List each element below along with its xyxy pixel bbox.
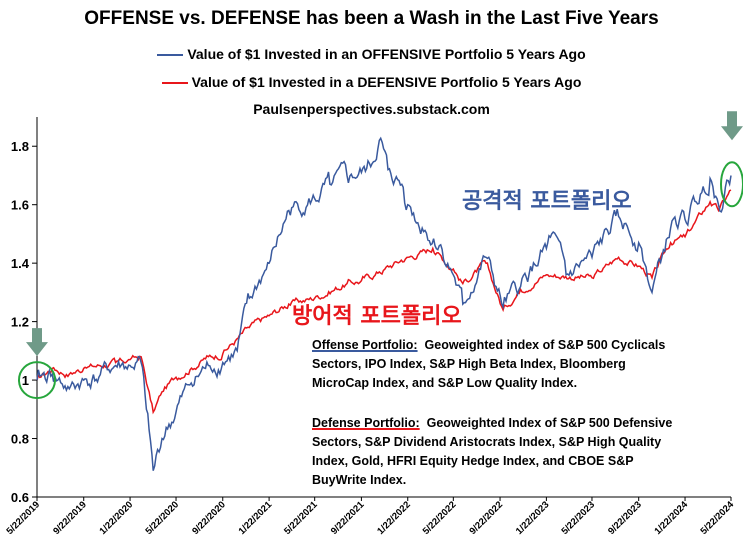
x-tick-label: 9/22/2020 [190,499,228,537]
x-tick-label: 1/22/2021 [237,499,275,537]
x-tick-label: 1/22/2020 [98,499,136,537]
offense-note-line-3: MicroCap Index, and S&P Low Quality Inde… [312,376,578,390]
start-down-arrow-icon [26,328,48,357]
x-tick-label: 9/22/2022 [468,499,506,537]
defense-korean-label: 방어적 포트폴리오 [292,304,462,329]
x-tick-label: 1/22/2022 [375,499,413,537]
offense-note-heading: Offense Portfolio: [312,338,418,352]
x-tick-label: 5/22/2024 [698,499,736,537]
defense-note-line-2: Sectors, S&P Dividend Aristocrats Index,… [312,435,662,449]
chart-subtitle: Paulsenperspectives.substack.com [253,101,490,117]
end-down-arrow-icon [721,111,743,141]
y-tick-label: 1 [22,373,29,388]
x-tick-label: 9/22/2021 [329,499,367,537]
legend-offense-label: Value of $1 Invested in an OFFENSIVE Por… [187,46,586,62]
offense-note-line-1: Geoweighted index of S&P 500 Cyclicals [424,338,666,352]
legend-defense-label: Value of $1 Invested in a DEFENSIVE Port… [191,74,582,90]
x-tick-label: 9/22/2019 [51,499,89,537]
end-highlight-circle [720,161,743,208]
y-tick-label: 1.8 [11,139,29,154]
y-tick-label: 0.8 [11,432,29,447]
legend-offense-swatch [157,54,184,57]
defense-note-heading: Defense Portfolio: [312,416,420,430]
offense-korean-label: 공격적 포트폴리오 [462,189,632,214]
y-tick-label: 0.6 [11,490,29,505]
offense-note: Offense Portfolio: Geoweighted index of … [312,336,665,393]
x-tick-label: 5/22/2021 [282,499,320,537]
defense-series-line [36,189,732,415]
x-tick-label: 5/22/2022 [421,499,459,537]
legend-defense: Value of $1 Invested in a DEFENSIVE Port… [0,74,743,90]
y-tick-label: 1.4 [11,256,30,271]
y-tick-label: 1.2 [11,315,29,330]
y-tick-label: 1.6 [11,198,29,213]
start-highlight-circle [18,361,56,400]
legend-defense-swatch [161,82,188,85]
defense-note-line-1: Geoweighted Index of S&P 500 Defensive [426,416,673,430]
x-tick-label: 1/22/2023 [514,499,552,537]
offense-note-line-2: Sectors, IPO Index, S&P High Beta Index,… [312,357,626,371]
defense-note: Defense Portfolio: Geoweighted Index of … [312,414,672,490]
x-tick-label: 5/22/2020 [143,499,181,537]
x-tick-label: 5/22/2023 [559,499,597,537]
defense-note-line-4: BuyWrite Index. [312,473,407,487]
x-tick-label: 1/22/2024 [652,499,690,537]
legend-offense: Value of $1 Invested in an OFFENSIVE Por… [0,46,743,62]
defense-note-line-3: Index, Gold, HFRI Equity Hedge Index, an… [312,454,634,468]
x-tick-label: 9/22/2023 [606,499,644,537]
offense-series-line [36,136,732,471]
chart-title: OFFENSE vs. DEFENSE has been a Wash in t… [84,8,659,29]
